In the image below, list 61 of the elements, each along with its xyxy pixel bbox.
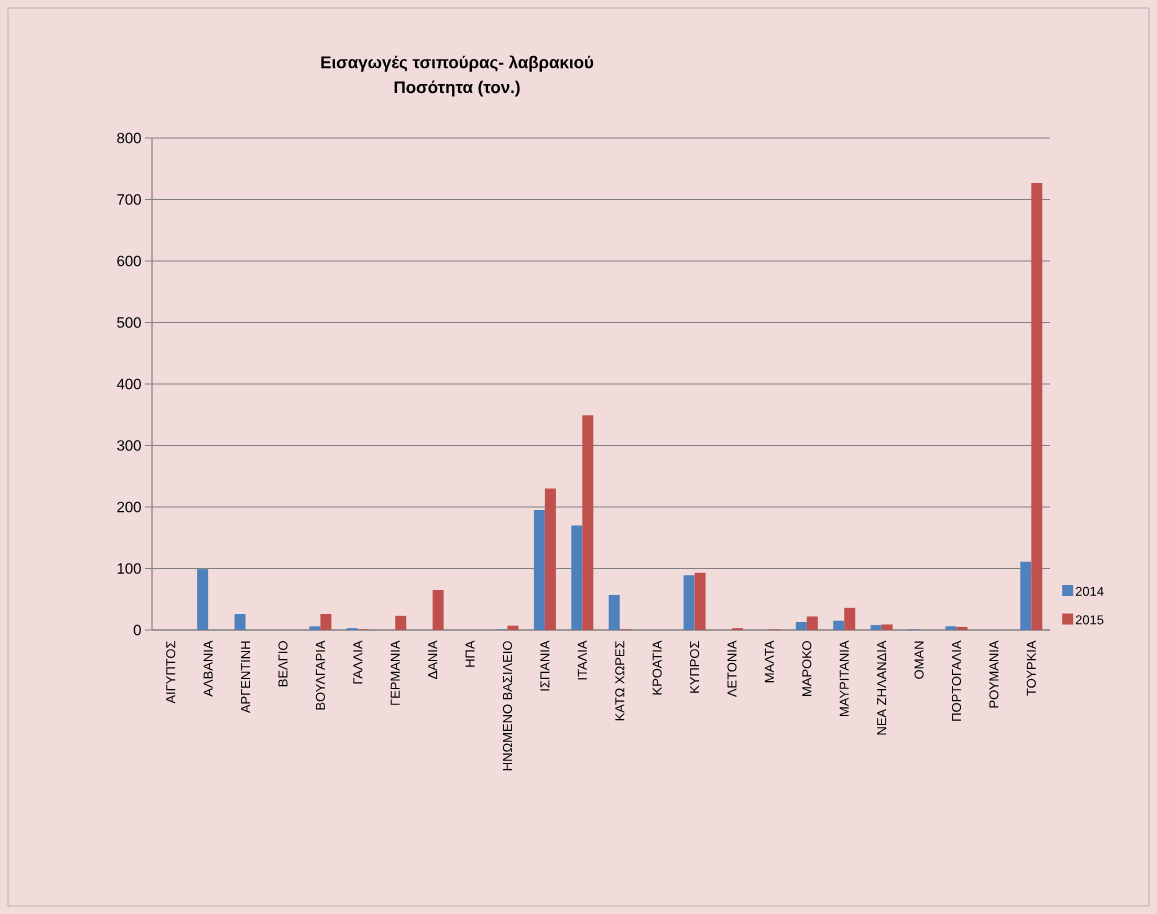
bar bbox=[870, 625, 882, 630]
bar bbox=[1020, 561, 1032, 630]
x-tick-label: ΠΟΡΤΟΓΑΛΙΑ bbox=[951, 640, 962, 721]
x-tick-label: ΓΑΛΛΙΑ bbox=[353, 640, 363, 684]
x-tick-label: ΟΜΑΝ bbox=[914, 641, 924, 679]
bar bbox=[320, 614, 332, 630]
bar bbox=[197, 569, 209, 630]
y-tick-label: 600 bbox=[117, 255, 141, 267]
bar bbox=[608, 594, 620, 630]
x-tick-label: ΚΡΟΑΤΙΑ bbox=[652, 640, 662, 695]
y-tick-label: 300 bbox=[117, 440, 141, 451]
y-tick-label: 400 bbox=[116, 378, 141, 390]
x-tick-label: ΔΑΝΙΑ bbox=[428, 640, 438, 679]
bar bbox=[806, 616, 818, 630]
x-tick-label: ΒΕΛΓΙΟ bbox=[278, 641, 288, 687]
bar bbox=[432, 590, 444, 630]
bar bbox=[844, 607, 856, 630]
bar bbox=[795, 621, 807, 630]
bar bbox=[881, 624, 893, 630]
bar bbox=[234, 614, 246, 630]
x-tick-label: ΒΟΥΛΓΑΡΙΑ bbox=[315, 640, 325, 710]
bar bbox=[683, 575, 695, 630]
x-tick-label: ΝΕΑ ΖΗΛΑΝΔΙΑ bbox=[877, 640, 887, 735]
bar bbox=[833, 620, 845, 630]
bar bbox=[956, 626, 968, 630]
x-tick-label: ΤΟΥΡΚΙΑ bbox=[1026, 640, 1036, 696]
x-tick-label: ΡΟΥΜΑΝΙΑ bbox=[989, 640, 999, 708]
y-tick-label: 0 bbox=[133, 624, 141, 636]
legend-label: 2015 bbox=[1075, 615, 1104, 625]
x-tick-label: ΜΑΡΟΚΟ bbox=[802, 641, 812, 696]
x-tick-label: ΚΑΤΩ ΧΩΡΕΣ bbox=[615, 641, 625, 721]
bar bbox=[945, 626, 957, 630]
chart-title: Εισαγωγές τσιπούρας- λαβρακιού bbox=[321, 55, 594, 72]
x-tick-label: ΙΤΑΛΙΑ bbox=[577, 640, 587, 680]
x-tick-label: ΜΑΛΤΑ bbox=[764, 640, 774, 683]
x-tick-label: ΑΙΓΥΠΤΟΣ bbox=[166, 641, 176, 704]
x-tick-label: ΛΕΤΟΝΙΑ bbox=[727, 640, 737, 698]
bar bbox=[533, 510, 545, 630]
x-tick-label: ΚΥΠΡΟΣ bbox=[689, 641, 700, 693]
x-tick-label: ΓΕΡΜΑΝΙΑ bbox=[390, 640, 400, 705]
bar bbox=[309, 626, 321, 630]
bar bbox=[544, 488, 556, 630]
chart-subtitle: Ποσότητα (τον.) bbox=[394, 80, 520, 97]
bar bbox=[571, 525, 583, 630]
y-tick-label: 100 bbox=[117, 563, 141, 574]
x-tick-label: ΜΑΥΡΙΤΑΝΙΑ bbox=[839, 640, 849, 716]
legend-label: 2014 bbox=[1075, 586, 1104, 596]
y-tick-label: 200 bbox=[117, 501, 141, 513]
y-tick-label: 700 bbox=[117, 194, 141, 205]
y-tick-label: 800 bbox=[117, 132, 141, 144]
x-tick-label: ΙΣΠΑΝΙΑ bbox=[540, 640, 550, 691]
y-tick-label: 500 bbox=[117, 317, 141, 328]
bar bbox=[694, 572, 706, 630]
bar bbox=[507, 625, 519, 630]
bar bbox=[1031, 182, 1043, 630]
bar bbox=[395, 615, 407, 630]
x-tick-label: ΑΡΓΕΝΤΙΝΗ bbox=[241, 641, 251, 714]
x-tick-label: ΑΛΒΑΝΙΑ bbox=[203, 640, 213, 697]
x-tick-label: ΗΝΩΜΕΝΟ ΒΑΣΙΛΕΙΟ bbox=[502, 641, 513, 771]
x-tick-label: ΗΠΑ bbox=[465, 640, 475, 667]
bar bbox=[582, 415, 594, 630]
